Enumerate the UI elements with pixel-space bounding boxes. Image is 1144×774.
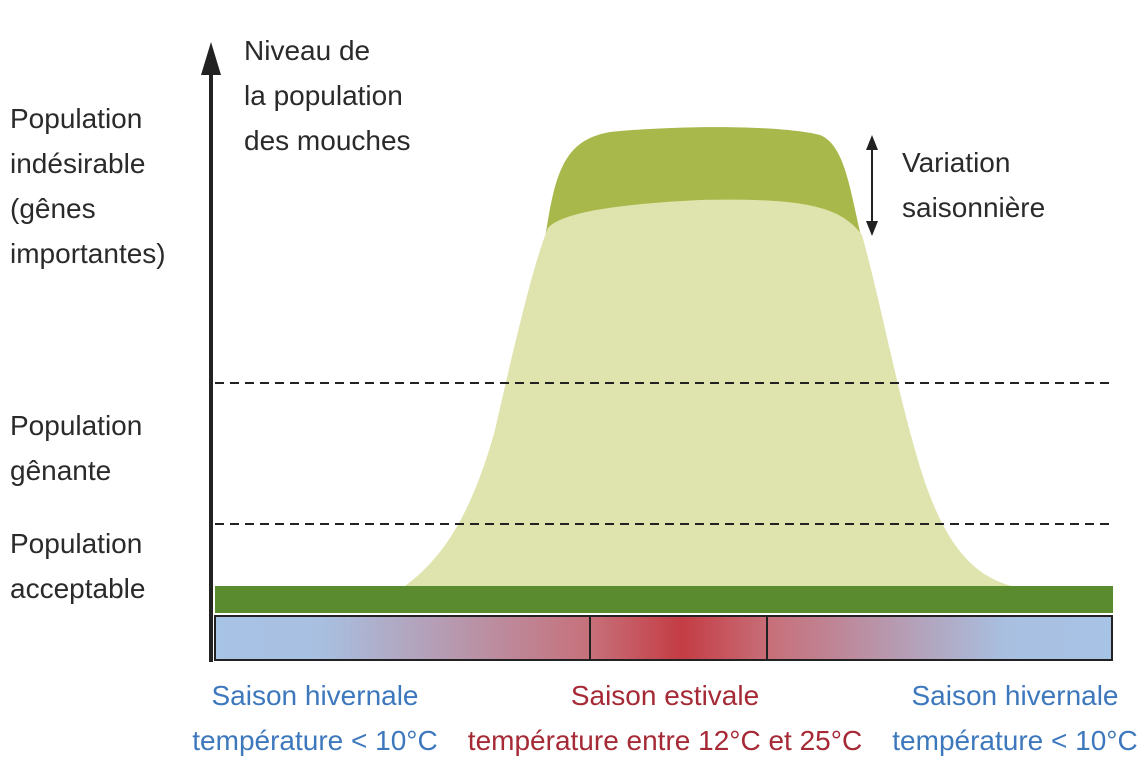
level-label: acceptable <box>10 573 145 604</box>
level-label: (gênes <box>10 193 96 224</box>
season-label: Saison hivernale <box>211 680 418 711</box>
season-label: température < 10°C <box>892 725 1137 756</box>
axis-title: des mouches <box>244 125 411 156</box>
level-label: gênante <box>10 455 111 486</box>
level-label: indésirable <box>10 148 145 179</box>
population-curve <box>405 199 1012 586</box>
level-label: importantes) <box>10 238 166 269</box>
annotation: saisonnière <box>902 192 1045 223</box>
season-label: Saison hivernale <box>911 680 1118 711</box>
axis-title: la population <box>244 80 403 111</box>
annotation: Variation <box>902 147 1010 178</box>
level-label: Population <box>10 103 142 134</box>
base-band <box>215 586 1113 613</box>
axis-title: Niveau de <box>244 35 370 66</box>
level-label: Population <box>10 528 142 559</box>
level-label: Population <box>10 410 142 441</box>
season-bar <box>214 615 1113 661</box>
season-label: température < 10°C <box>192 725 437 756</box>
season-label: Saison estivale <box>571 680 759 711</box>
y-axis-arrow <box>201 42 221 75</box>
season-label: température entre 12°C et 25°C <box>468 725 862 756</box>
